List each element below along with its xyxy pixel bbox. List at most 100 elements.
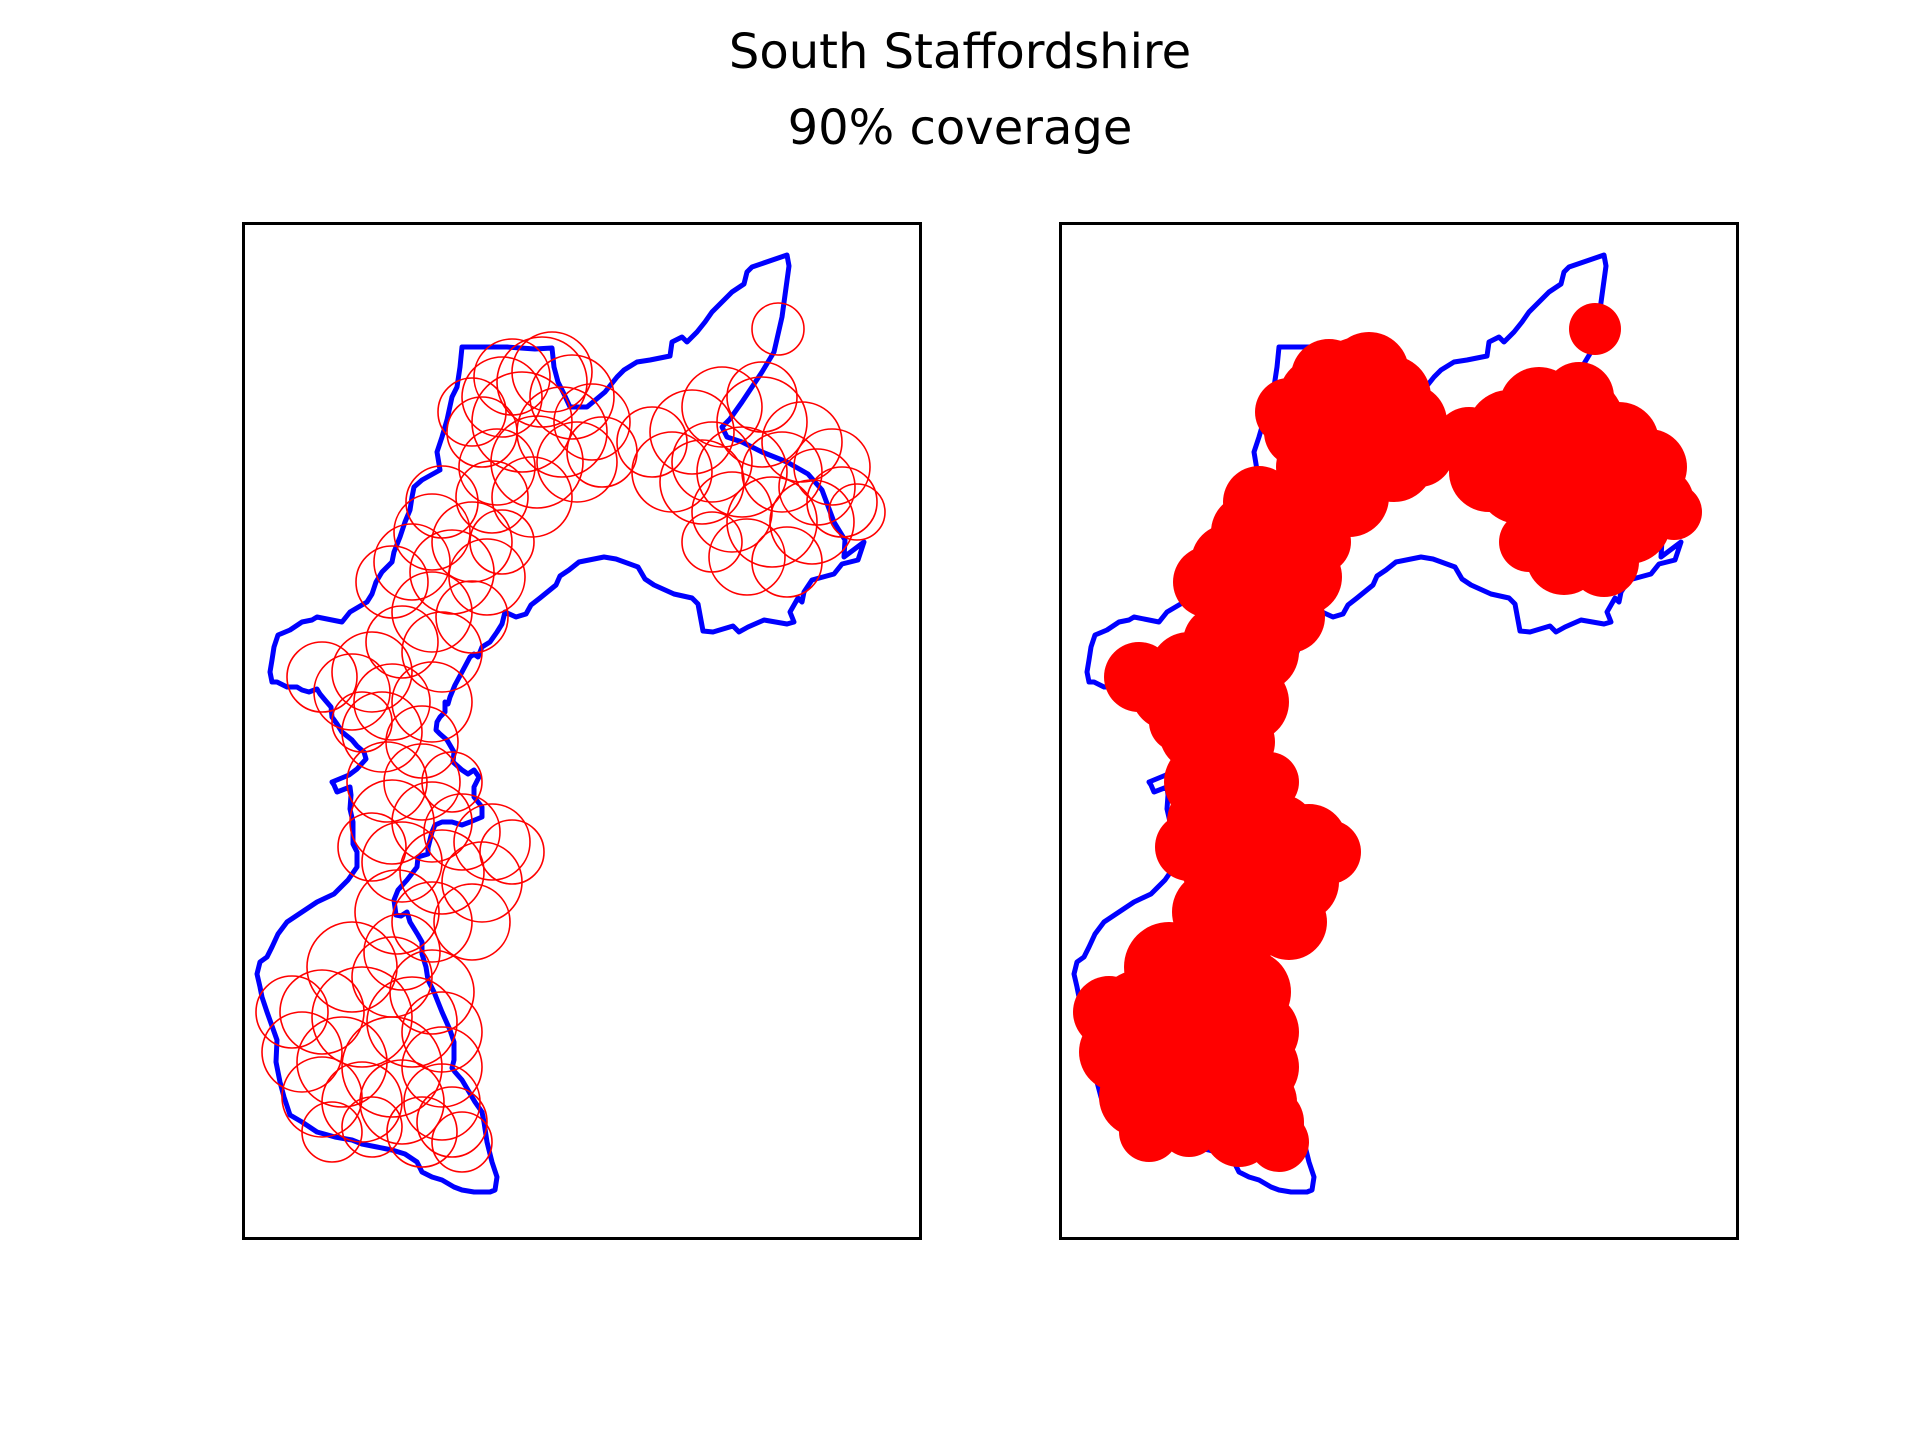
coverage-circle — [441, 841, 523, 923]
coverage-circle — [453, 803, 531, 881]
coverage-circle — [726, 361, 798, 433]
coverage-circle — [448, 538, 526, 616]
coverage-circle — [311, 966, 413, 1068]
coverage-circle — [681, 366, 763, 448]
coverage-circle — [321, 1061, 403, 1143]
coverage-circle — [359, 1059, 445, 1145]
coverage-circle — [751, 526, 823, 598]
coverage-circle — [793, 428, 871, 506]
coverage-circle — [341, 1096, 403, 1158]
coverage-circle — [1489, 422, 1569, 502]
coverage-circle — [421, 751, 483, 813]
coverage-circle — [1646, 484, 1702, 540]
coverage-circle — [529, 354, 615, 440]
coverage-circle — [366, 976, 458, 1068]
coverage-circle — [726, 476, 818, 568]
coverage-circle — [536, 421, 618, 503]
coverage-circle — [399, 829, 485, 915]
coverage-circle — [416, 1086, 488, 1158]
coverage-circle — [437, 377, 507, 447]
coverage-circle — [255, 975, 329, 1049]
map-panel-filled — [1059, 222, 1739, 1240]
coverage-circle — [433, 883, 511, 961]
coverage-circle — [631, 431, 713, 513]
coverage-circle — [365, 605, 439, 679]
coverage-circle — [386, 1096, 458, 1168]
coverage-circle — [279, 969, 365, 1055]
coverage-circle — [363, 913, 441, 991]
coverage-circle — [306, 921, 398, 1013]
coverage-circle — [1149, 692, 1209, 752]
coverage-circle — [435, 580, 509, 654]
coverage-circle — [1159, 1097, 1219, 1157]
figure-subtitle: 90% coverage — [787, 100, 1133, 156]
coverage-circle — [455, 460, 529, 534]
coverage-circle — [616, 406, 688, 478]
map-filled-svg — [1059, 222, 1739, 1240]
coverage-circle — [458, 428, 536, 506]
coverage-circle — [337, 812, 407, 882]
coverage-circle — [461, 356, 543, 438]
coverage-circle — [671, 421, 753, 503]
coverage-circle — [431, 501, 513, 583]
coverage-circle — [681, 511, 743, 573]
coverage-circle — [479, 819, 545, 885]
coverage-circle — [281, 1056, 363, 1138]
coverage-circle — [469, 509, 535, 575]
coverage-circle — [1223, 466, 1295, 538]
coverage-circle — [423, 793, 501, 871]
coverage-circle — [696, 426, 788, 518]
coverage-circle — [761, 401, 843, 483]
coverage-circle — [741, 431, 823, 513]
coverage-circle — [491, 456, 573, 538]
coverage-circle — [769, 479, 855, 565]
coverage-circle — [1499, 512, 1559, 572]
coverage-circle — [393, 493, 471, 571]
coverage-circle — [659, 439, 745, 525]
coverage-circle — [409, 529, 495, 615]
axes-frame — [242, 222, 922, 1240]
coverage-circle — [1155, 813, 1223, 881]
coverage-circle — [341, 691, 423, 773]
coverage-circle — [1104, 642, 1174, 712]
coverage-circle — [806, 466, 878, 538]
coverage-circle — [331, 691, 393, 753]
coverage-circle — [261, 1011, 343, 1093]
coverage-circle — [691, 471, 773, 553]
district-boundary — [254, 252, 867, 1195]
coverage-circle — [1569, 303, 1621, 355]
coverage-circle — [286, 641, 358, 713]
coverage-circle — [553, 383, 631, 461]
coverage-circle — [391, 881, 473, 963]
coverage-circle — [708, 518, 786, 596]
coverage-circle — [391, 661, 473, 743]
map-panel-outline — [242, 222, 922, 1240]
coverage-circle — [1255, 378, 1323, 446]
coverage-circle — [1329, 332, 1409, 412]
coverage-circle — [511, 331, 593, 413]
coverage-circle — [1234, 1087, 1304, 1157]
coverage-circle — [1434, 407, 1504, 477]
coverage-circle — [1287, 510, 1351, 574]
coverage-circle — [401, 1026, 483, 1108]
coverage-circle — [301, 1101, 363, 1163]
coverage-circle — [383, 743, 461, 821]
coverage-circle — [391, 571, 473, 653]
figure-title: South Staffordshire — [728, 24, 1192, 80]
coverage-circle — [516, 386, 608, 478]
coverage-circles — [255, 302, 886, 1173]
coverage-circle — [401, 611, 483, 693]
coverage-circle — [353, 663, 431, 741]
coverage-circle — [473, 338, 551, 416]
coverage-circle — [1251, 884, 1327, 960]
coverage-circle — [391, 781, 473, 863]
coverage-circle — [361, 821, 443, 903]
coverage-circle — [1544, 362, 1614, 432]
coverage-circle — [490, 415, 584, 509]
coverage-circle — [431, 1111, 493, 1173]
coverage-circle — [751, 302, 805, 356]
coverage-circle — [778, 448, 856, 526]
coverage-circle — [373, 523, 451, 601]
coverage-circle — [331, 631, 413, 713]
